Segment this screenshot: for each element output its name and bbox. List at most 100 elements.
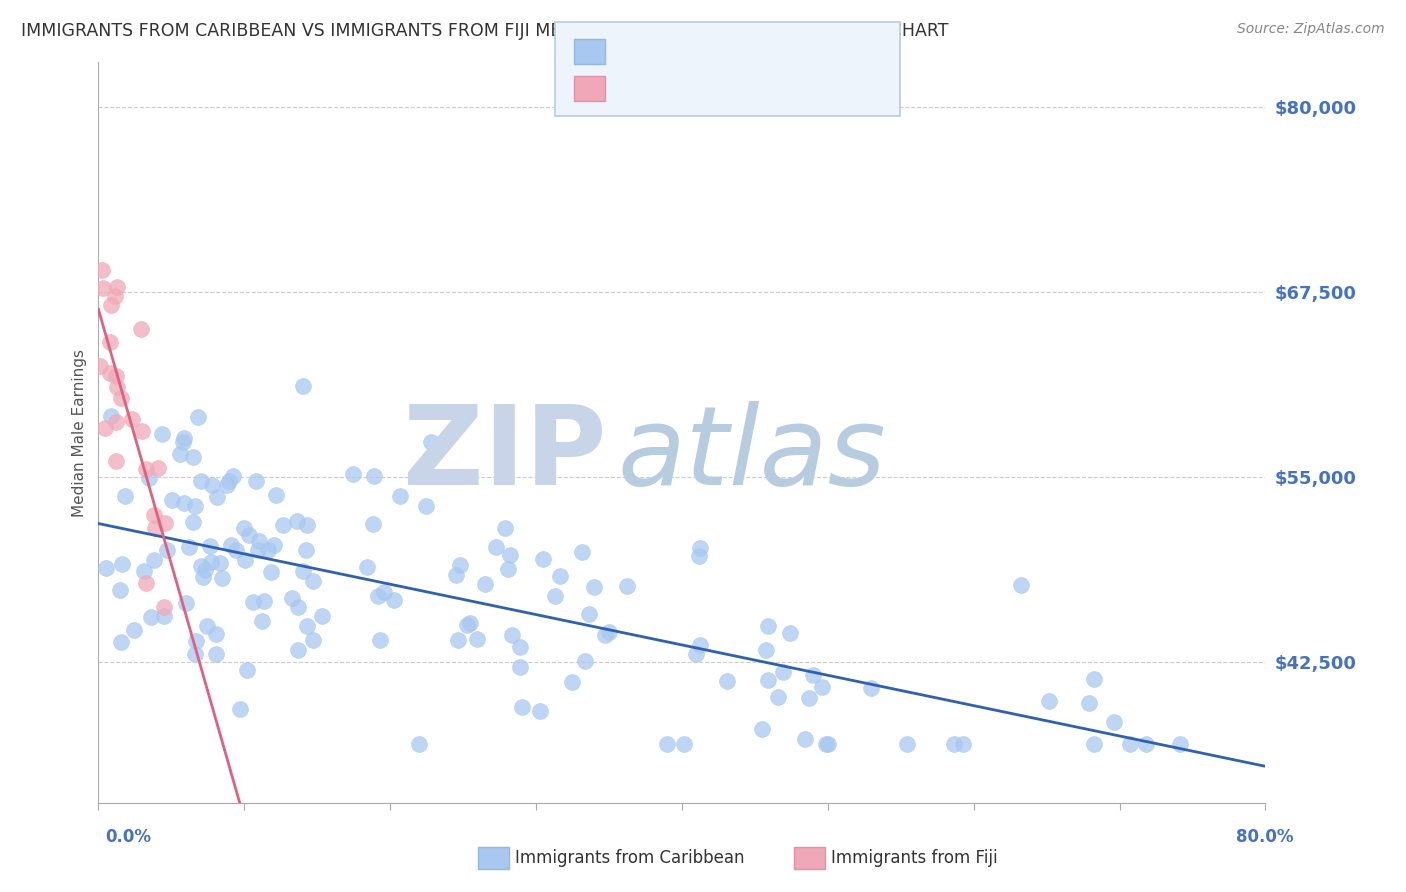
Point <box>153 516 176 530</box>
Point <box>361 517 384 532</box>
Point <box>301 633 323 648</box>
Point <box>485 540 508 554</box>
Point <box>685 647 707 661</box>
Point <box>531 552 554 566</box>
Point <box>238 528 260 542</box>
Point <box>110 634 132 648</box>
Point <box>173 496 195 510</box>
Point <box>108 583 131 598</box>
Point <box>561 674 583 689</box>
Text: R = -0.678   N = 145: R = -0.678 N = 145 <box>613 41 817 59</box>
Point <box>529 704 551 718</box>
Point <box>190 558 212 573</box>
Point <box>236 663 259 677</box>
Point <box>187 409 209 424</box>
Point <box>1083 737 1105 751</box>
Point <box>100 409 122 423</box>
Point <box>474 577 496 591</box>
Point <box>287 599 309 614</box>
Point <box>184 499 207 513</box>
Point <box>456 618 478 632</box>
Point <box>689 638 711 652</box>
Point <box>291 379 314 393</box>
Point <box>716 674 738 689</box>
Point <box>229 702 252 716</box>
Point <box>148 461 170 475</box>
Point <box>799 690 821 705</box>
Point <box>543 589 565 603</box>
Point <box>222 469 245 483</box>
Point <box>1010 578 1032 592</box>
Point <box>179 541 201 555</box>
Point <box>191 570 214 584</box>
Point <box>257 543 280 558</box>
Point <box>138 471 160 485</box>
Point <box>571 545 593 559</box>
Point <box>779 626 801 640</box>
Point <box>496 561 519 575</box>
Point <box>342 467 364 481</box>
Point <box>205 648 228 662</box>
Point <box>242 595 264 609</box>
Point <box>104 415 127 429</box>
Point <box>198 539 221 553</box>
Point <box>105 279 128 293</box>
Point <box>174 597 197 611</box>
Point <box>181 450 204 464</box>
Point <box>311 608 333 623</box>
Point <box>132 564 155 578</box>
Point <box>233 553 256 567</box>
Point <box>169 447 191 461</box>
Point <box>755 643 778 657</box>
Point <box>143 521 166 535</box>
Point <box>578 607 600 621</box>
Text: Immigrants from Caribbean: Immigrants from Caribbean <box>515 849 744 867</box>
Point <box>598 624 620 639</box>
Point <box>104 288 127 302</box>
Text: Source: ZipAtlas.com: Source: ZipAtlas.com <box>1237 22 1385 37</box>
Point <box>1083 672 1105 686</box>
Point <box>952 737 974 751</box>
Point <box>105 453 128 467</box>
Point <box>184 633 207 648</box>
Point <box>121 412 143 426</box>
Point <box>91 262 114 277</box>
Point <box>287 514 309 528</box>
Point <box>368 632 391 647</box>
Point <box>264 488 287 502</box>
Point <box>253 593 276 607</box>
Point <box>582 580 605 594</box>
Point <box>494 521 516 535</box>
Point <box>160 492 183 507</box>
Point <box>153 600 176 615</box>
Point <box>94 560 117 574</box>
Point <box>183 647 205 661</box>
Point <box>98 366 121 380</box>
Point <box>672 737 695 751</box>
Point <box>211 571 233 585</box>
Point <box>172 435 194 450</box>
Point <box>135 462 157 476</box>
Point <box>367 589 389 603</box>
Point <box>772 665 794 680</box>
Point <box>1102 715 1125 730</box>
Point <box>111 558 134 572</box>
Text: 0.0%: 0.0% <box>105 828 152 846</box>
Point <box>501 628 523 642</box>
Point <box>143 553 166 567</box>
Point <box>208 556 231 570</box>
Point <box>190 474 212 488</box>
Point <box>100 298 122 312</box>
Point <box>271 518 294 533</box>
Point <box>458 615 481 630</box>
Point <box>225 542 247 557</box>
Point <box>419 434 441 449</box>
Point <box>245 474 267 488</box>
Point <box>616 579 638 593</box>
Point <box>756 618 779 632</box>
Point <box>91 281 114 295</box>
Point <box>593 628 616 642</box>
Point <box>105 379 128 393</box>
Text: R = -0.728   N =  24: R = -0.728 N = 24 <box>613 78 811 95</box>
Y-axis label: Median Male Earnings: Median Male Earnings <box>72 349 87 516</box>
